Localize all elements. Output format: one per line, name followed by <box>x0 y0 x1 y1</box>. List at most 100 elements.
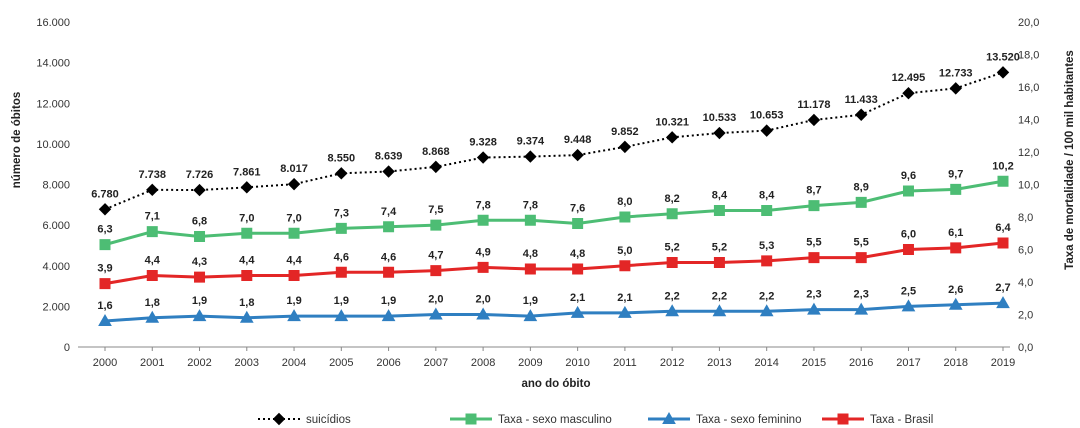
data-label: 10.533 <box>703 112 737 124</box>
data-label: 2,6 <box>948 284 963 296</box>
data-label: 4,4 <box>239 255 255 267</box>
x-tick-label: 2001 <box>140 357 164 369</box>
x-tick-label: 2006 <box>376 357 400 369</box>
data-point <box>383 266 395 278</box>
data-point <box>524 214 536 226</box>
y-right-tick-label: 6,0 <box>1018 245 1033 257</box>
data-point <box>193 183 206 197</box>
data-point <box>288 270 300 281</box>
data-label: 8,7 <box>806 185 821 197</box>
data-point <box>477 214 489 226</box>
x-tick-label: 2003 <box>235 357 259 369</box>
legend-item: suicídios <box>258 412 351 426</box>
data-point <box>192 309 207 322</box>
legend-marker <box>465 413 477 425</box>
x-tick-label: 2007 <box>424 357 448 369</box>
legend-marker <box>837 413 849 425</box>
data-point <box>145 310 160 323</box>
data-label: 4,4 <box>145 255 161 267</box>
data-label: 12.733 <box>939 67 973 79</box>
data-label: 2,1 <box>617 292 632 304</box>
data-label: 4,7 <box>428 250 443 262</box>
data-label: 1,9 <box>334 295 349 307</box>
x-tick-label: 2018 <box>943 357 967 369</box>
data-label: 1,9 <box>381 295 396 307</box>
data-point <box>950 242 962 254</box>
data-label: 10,2 <box>992 160 1013 172</box>
data-point <box>855 252 867 264</box>
data-label: 4,6 <box>334 251 349 263</box>
data-label: 2,3 <box>854 289 869 301</box>
data-point <box>571 148 584 162</box>
data-point <box>476 151 490 164</box>
y-left-tick-label: 10.000 <box>36 139 70 151</box>
x-tick-label: 2017 <box>896 357 920 369</box>
data-point <box>854 302 869 315</box>
data-point <box>241 227 253 239</box>
data-label: 9,6 <box>901 170 916 182</box>
data-label: 7,8 <box>475 199 490 211</box>
series-taxa-sexo-feminino: 1,6 1,8 1,9 1,8 1,9 1,9 1,9 2,0 2,0 1,9 2,1 2,1 2,2 2… <box>97 282 1011 326</box>
data-label: 7,0 <box>239 212 254 224</box>
data-point <box>98 203 112 216</box>
data-label: 1,6 <box>97 300 112 312</box>
y-left-tick-label: 6.000 <box>42 220 70 232</box>
data-point <box>241 270 253 281</box>
y-right-tick-label: 0,0 <box>1018 342 1033 354</box>
x-tick-label: 2009 <box>518 357 542 369</box>
data-label: 2,7 <box>995 282 1010 294</box>
data-point <box>712 304 727 317</box>
data-label: 4,3 <box>192 256 207 268</box>
y-right-tick-label: 2,0 <box>1018 310 1033 322</box>
data-label: 2,1 <box>570 292 585 304</box>
data-label: 5,0 <box>617 245 632 257</box>
data-point <box>618 305 632 318</box>
legend-item: Taxa - sexo masculino <box>450 413 612 426</box>
data-label: 7,1 <box>145 211 160 223</box>
data-point <box>99 278 111 290</box>
data-point <box>477 261 489 273</box>
data-label: 11.433 <box>845 94 878 106</box>
legend-label: Taxa - sexo masculino <box>498 414 612 426</box>
data-point <box>759 304 774 317</box>
data-point <box>523 309 538 322</box>
data-label: 3,9 <box>97 263 112 275</box>
x-tick-label: 2012 <box>660 357 684 369</box>
data-label: 1,9 <box>192 295 207 307</box>
data-label: 11.178 <box>797 99 830 111</box>
series-line <box>104 71 1004 211</box>
data-label: 5,2 <box>665 242 680 254</box>
data-label: 2,3 <box>806 289 821 301</box>
data-label: 7,4 <box>381 206 397 218</box>
data-point <box>99 239 111 251</box>
data-label: 6,8 <box>192 216 207 228</box>
data-point <box>382 165 395 178</box>
data-label: 1,9 <box>286 295 301 307</box>
data-label: 6,0 <box>901 229 916 241</box>
data-point <box>334 309 349 322</box>
data-point <box>761 205 773 216</box>
legend: suicídios Taxa - sexo masculino Taxa - sex… <box>258 411 933 426</box>
data-label: 7,3 <box>334 207 349 219</box>
data-label: 9.448 <box>564 134 592 146</box>
data-point <box>950 183 962 195</box>
data-label: 5,5 <box>854 237 869 249</box>
y-left-tick-label: 2.000 <box>42 301 70 313</box>
data-point <box>146 226 158 238</box>
data-point <box>146 183 159 197</box>
data-point <box>428 307 443 320</box>
series-taxa-brasil: 3,9 4,4 4,3 4,4 4,4 4,6 4,6 4,7 4,9 4,8 4,8 5,0 5,2 5… <box>97 222 1012 290</box>
legend-item: Taxa - Brasil <box>822 413 933 426</box>
data-point <box>761 255 773 267</box>
data-label: 7,5 <box>428 204 443 216</box>
y-right-tick-label: 16,0 <box>1018 82 1039 94</box>
data-point <box>194 271 206 283</box>
data-label: 8,9 <box>854 181 869 193</box>
data-point <box>807 302 821 315</box>
data-label: 8,2 <box>665 193 680 205</box>
data-label: 2,0 <box>428 294 443 306</box>
data-point <box>572 263 584 275</box>
data-label: 9,7 <box>948 168 963 180</box>
y-axis-left-label: número de óbitos <box>11 92 23 188</box>
